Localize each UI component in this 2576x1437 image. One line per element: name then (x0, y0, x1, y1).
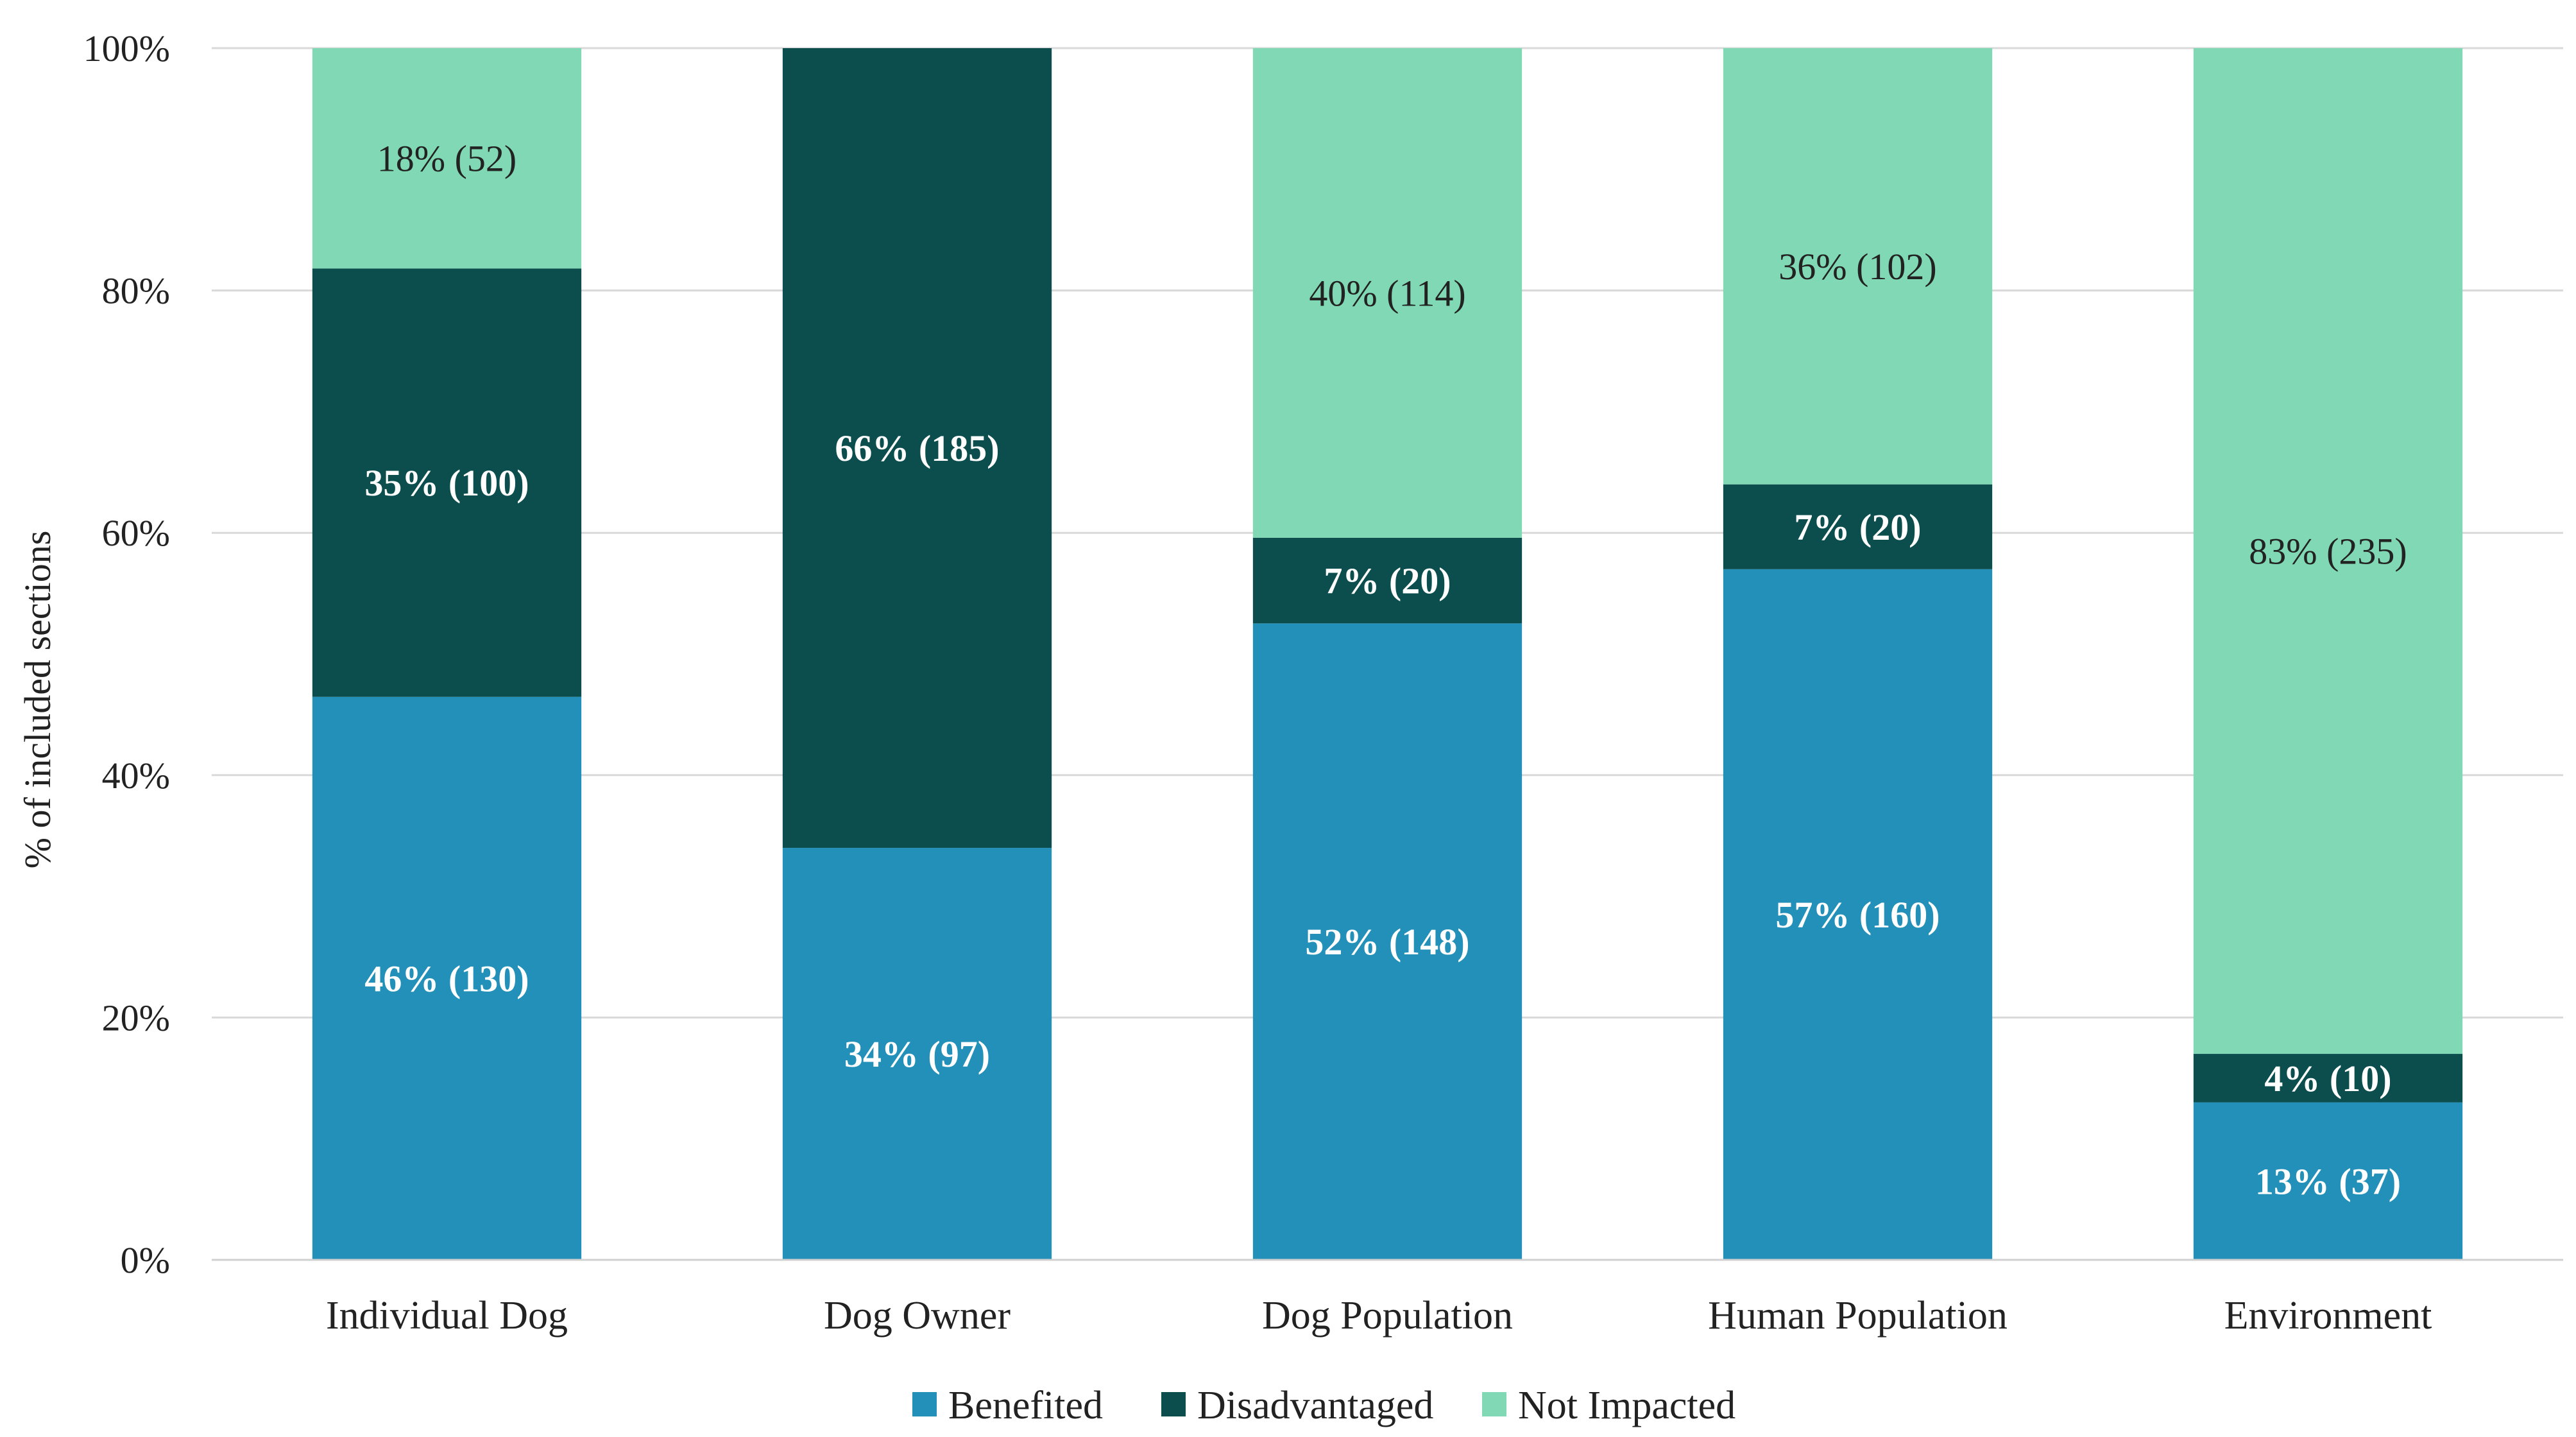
data-label: 13% (37) (2255, 1160, 2401, 1202)
data-label: 46% (130) (364, 958, 529, 999)
x-axis-category-labels: Individual Dog Dog Owner Dog Population Hum… (326, 1294, 2432, 1338)
bar-benefited (312, 696, 582, 1260)
bar-disadvantaged (1723, 484, 1993, 569)
y-tick-label: 80% (102, 270, 170, 312)
category-label: Dog Owner (824, 1294, 1011, 1338)
category-label: Human Population (1708, 1294, 2008, 1338)
bar-disadvantaged (1252, 537, 1523, 624)
legend-label: Disadvantaged (1197, 1384, 1433, 1427)
bar-benefited (2193, 1102, 2463, 1260)
data-label: 34% (97) (844, 1033, 990, 1075)
legend-label: Not Impacted (1518, 1384, 1736, 1427)
bar-not-impacted (1723, 48, 1993, 485)
legend-swatch (912, 1392, 937, 1416)
legend-label: Benefited (948, 1384, 1103, 1427)
bars: 46% (130) 35% (100) 18% (52) 34% (97) 66% (1… (312, 48, 2463, 1260)
legend-swatch (1482, 1392, 1506, 1416)
data-label: 35% (100) (364, 462, 529, 504)
legend-item-benefited: Benefited (912, 1384, 1103, 1427)
legend-item-disadvantaged: Disadvantaged (1161, 1384, 1433, 1427)
y-tick-label: 100% (83, 28, 170, 69)
legend: Benefited Disadvantaged Not Impacted (912, 1384, 1736, 1427)
y-tick-label: 40% (102, 755, 170, 796)
bar-benefited (782, 848, 1052, 1260)
legend-swatch (1161, 1392, 1186, 1416)
bar-not-impacted (2193, 48, 2463, 1054)
bar-not-impacted (312, 48, 582, 269)
bar-not-impacted (1252, 48, 1523, 538)
bar-disadvantaged (312, 268, 582, 697)
bar-benefited (1723, 569, 1993, 1260)
y-axis-ticks: 0% 20% 40% 60% 80% 100% (83, 28, 170, 1281)
data-label: 40% (114) (1309, 272, 1465, 314)
bar-disadvantaged (782, 48, 1052, 848)
bar-benefited (1252, 623, 1523, 1260)
y-tick-label: 20% (102, 997, 170, 1038)
y-tick-label: 60% (102, 512, 170, 554)
data-label: 66% (185) (835, 427, 999, 469)
data-label: 36% (102) (1778, 246, 1936, 288)
data-label: 18% (52) (377, 138, 516, 180)
data-label: 7% (20) (1324, 560, 1451, 602)
data-label: 83% (235) (2249, 531, 2407, 572)
data-label: 52% (148) (1305, 921, 1469, 963)
y-tick-label: 0% (121, 1239, 170, 1281)
data-label: 57% (160) (1775, 894, 1940, 936)
data-label: 7% (20) (1794, 506, 1921, 548)
y-axis-label: % of included sections (17, 531, 58, 869)
bar-disadvantaged (2193, 1054, 2463, 1103)
category-label: Environment (2224, 1294, 2432, 1338)
legend-item-not-impacted: Not Impacted (1482, 1384, 1736, 1427)
category-label: Dog Population (1262, 1294, 1513, 1338)
data-label: 4% (10) (2264, 1058, 2391, 1099)
category-label: Individual Dog (326, 1294, 568, 1338)
